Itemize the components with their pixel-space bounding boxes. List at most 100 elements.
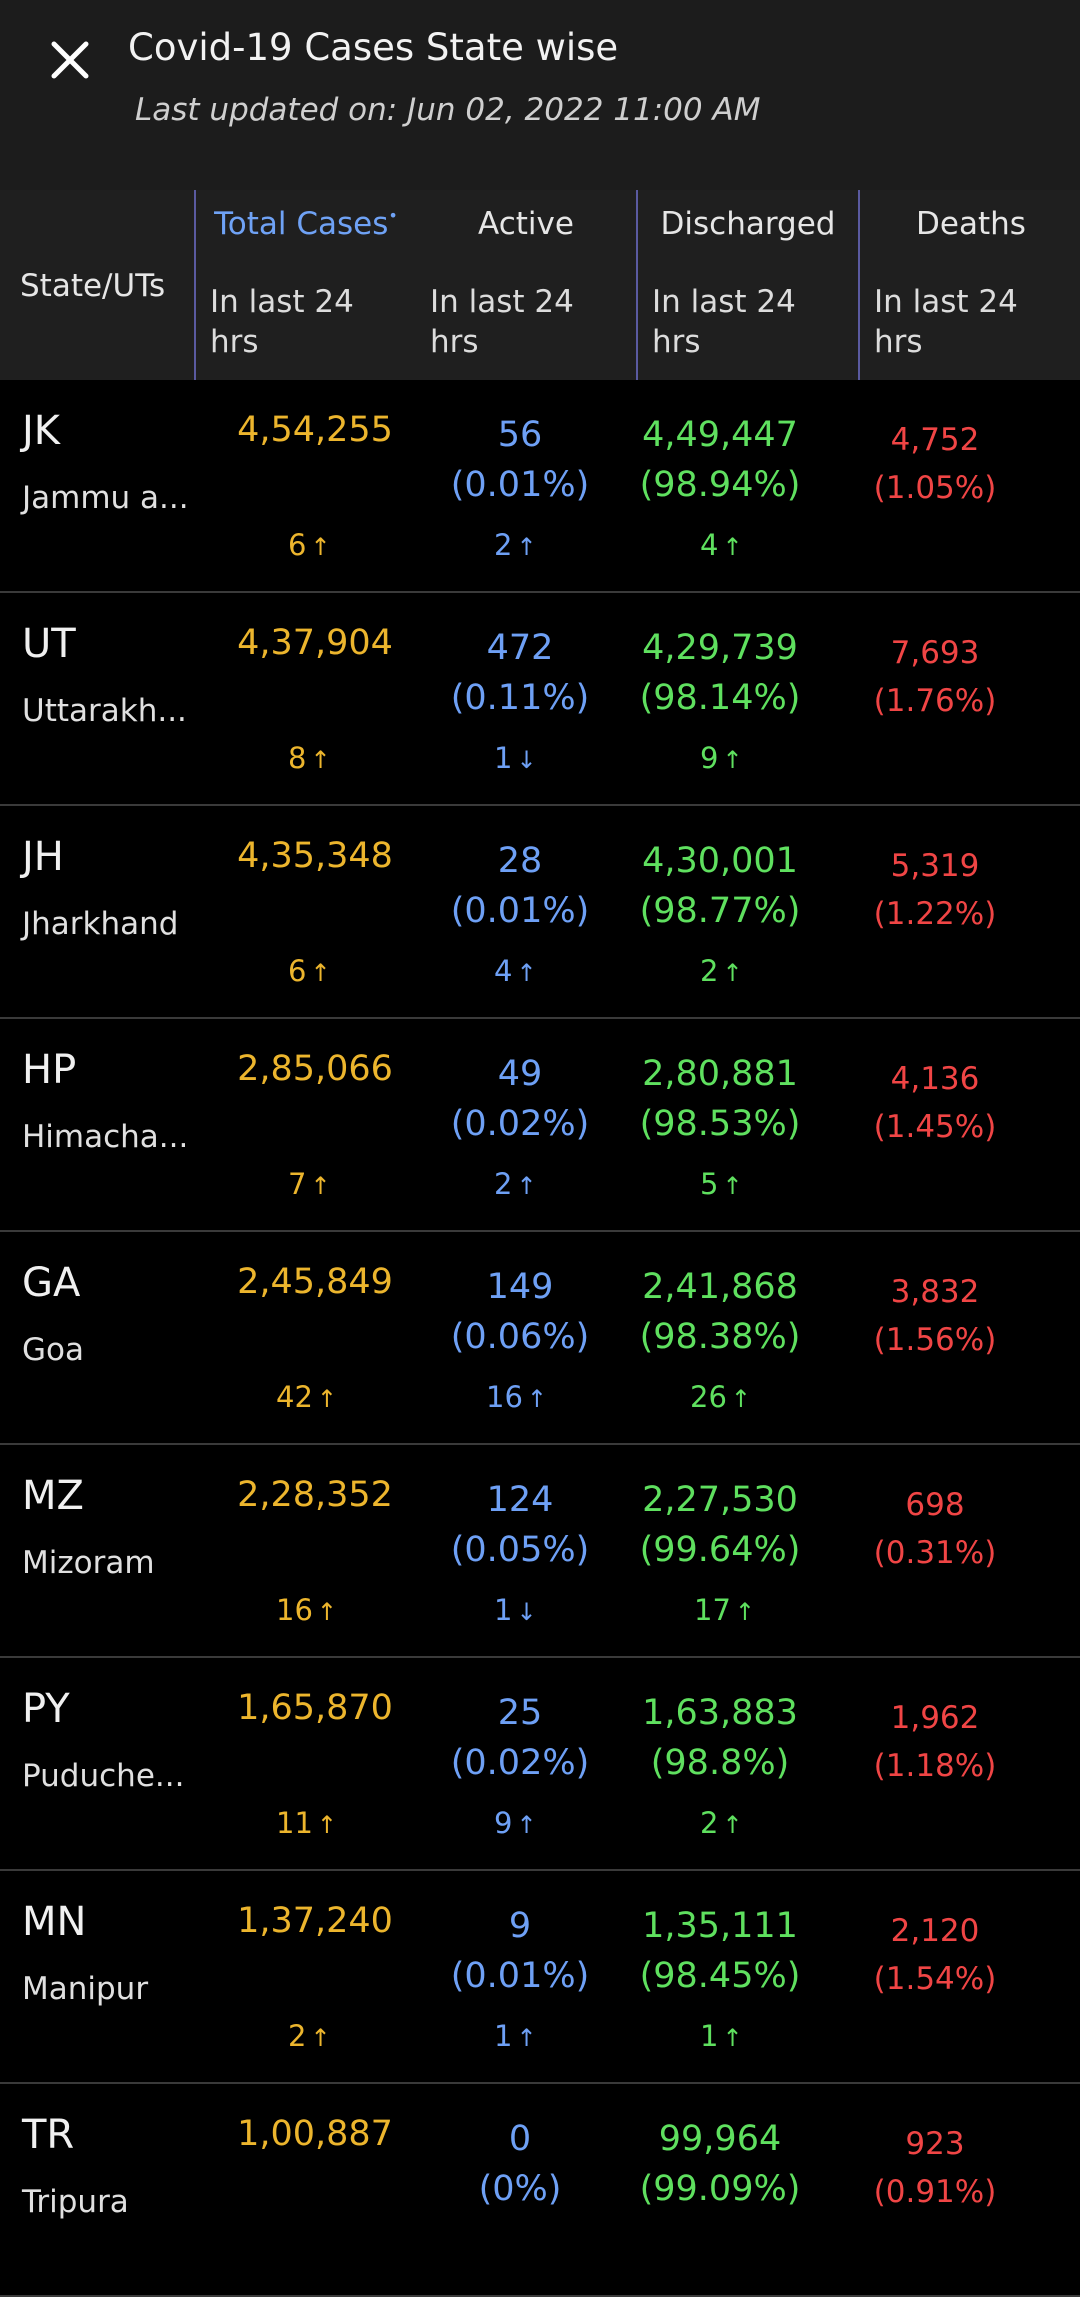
active-delta: 1 ↑ — [494, 2019, 537, 2053]
total-cases-value: 1,37,240 — [237, 1901, 393, 1941]
deaths-value: 4,752 (1.05%) — [873, 422, 997, 506]
trend-arrow-icon: ↓ — [516, 1598, 537, 1626]
trend-arrow-icon: ↑ — [722, 959, 743, 987]
table-row[interactable]: JK Jammu a... 4,54,255 56 (0.01%) 4,49,44… — [0, 380, 1080, 593]
table-row[interactable]: MZ Mizoram 2,28,352 124 (0.05%) 2,27,530(… — [0, 1445, 1080, 1658]
active-delta: 16 ↑ — [486, 1380, 548, 1414]
state-list[interactable]: JK Jammu a... 4,54,255 56 (0.01%) 4,49,44… — [0, 380, 1080, 2297]
last-updated-text: Last updated on: Jun 02, 2022 11:00 AM — [135, 92, 761, 128]
trend-arrow-icon: ↑ — [722, 746, 743, 774]
total-delta: 42 ↑ — [276, 1380, 338, 1414]
column-title-total: Total Cases — [214, 206, 389, 242]
state-code: GA — [22, 1260, 81, 1306]
trend-arrow-icon: ↑ — [526, 1385, 548, 1413]
total-delta: 6 ↑ — [288, 954, 331, 988]
trend-arrow-icon: ↑ — [516, 959, 537, 987]
state-name: Mizoram — [22, 1545, 155, 1581]
trend-arrow-icon: ↑ — [310, 746, 331, 774]
trend-arrow-icon: ↓ — [516, 746, 537, 774]
trend-arrow-icon: ↑ — [310, 533, 331, 561]
state-code: TR — [22, 2112, 75, 2158]
state-code: MN — [22, 1899, 87, 1945]
discharged-value: 4,30,001 (98.77%) — [639, 841, 801, 931]
trend-arrow-icon: ↑ — [316, 1811, 338, 1839]
trend-arrow-icon: ↑ — [310, 2024, 331, 2052]
active-value: 56 (0.01%) — [450, 415, 590, 505]
total-delta: 2 ↑ — [288, 2019, 331, 2053]
discharged-value: 4,29,739 (98.14%) — [639, 628, 801, 718]
column-header-deaths[interactable]: Deaths In last 24 hrs — [858, 190, 1080, 380]
state-name: Puduche... — [22, 1758, 185, 1794]
state-code: PY — [22, 1686, 70, 1732]
trend-arrow-icon: ↑ — [310, 1172, 331, 1200]
deaths-value: 2,120 (1.54%) — [873, 1913, 997, 1997]
total-cases-value: 2,45,849 — [237, 1262, 393, 1302]
trend-arrow-icon: ↑ — [730, 1385, 752, 1413]
active-delta: 4 ↑ — [494, 954, 537, 988]
column-header-state[interactable]: State/UTs — [20, 268, 166, 304]
column-header-active[interactable]: Active In last 24 hrs — [430, 206, 574, 360]
sort-indicator-icon: • — [388, 206, 398, 225]
active-value: 472 (0.11%) — [450, 628, 590, 718]
deaths-value: 698 (0.31%) — [873, 1487, 997, 1571]
state-code: HP — [22, 1047, 77, 1093]
total-delta: 16 ↑ — [276, 1593, 338, 1627]
deaths-value: 3,832 (1.56%) — [873, 1274, 997, 1358]
state-name: Tripura — [22, 2184, 129, 2220]
total-delta: 7 ↑ — [288, 1167, 331, 1201]
total-cases-value: 4,37,904 — [237, 623, 393, 663]
trend-arrow-icon: ↑ — [722, 1811, 743, 1839]
table-row[interactable]: TR Tripura 1,00,887 0 (0%) 99,964 (99.09%)… — [0, 2084, 1080, 2297]
discharged-value: 2,80,881 (98.53%) — [639, 1054, 801, 1144]
discharged-value: 99,964 (99.09%) — [639, 2119, 801, 2209]
discharged-delta: 4 ↑ — [700, 528, 743, 562]
table-row[interactable]: UT Uttarakh... 4,37,904 472 (0.11%) 4,29,… — [0, 593, 1080, 806]
state-name: Jammu a... — [22, 480, 189, 516]
table-row[interactable]: HP Himacha... 2,85,066 49 (0.02%) 2,80,88… — [0, 1019, 1080, 1232]
active-value: 25 (0.02%) — [450, 1693, 590, 1783]
trend-arrow-icon: ↑ — [722, 1172, 743, 1200]
table-row[interactable]: PY Puduche... 1,65,870 25 (0.02%) 1,63,88… — [0, 1658, 1080, 1871]
active-value: 124 (0.05%) — [450, 1480, 590, 1570]
page-title: Covid-19 Cases State wise — [128, 26, 619, 69]
close-icon[interactable] — [46, 36, 94, 84]
deaths-value: 1,962 (1.18%) — [873, 1700, 997, 1784]
active-value: 0 (0%) — [478, 2119, 562, 2209]
state-name: Uttarakh... — [22, 693, 187, 729]
trend-arrow-icon: ↑ — [734, 1598, 756, 1626]
deaths-value: 5,319 (1.22%) — [873, 848, 997, 932]
active-delta: 2 ↑ — [494, 528, 537, 562]
active-delta: 2 ↑ — [494, 1167, 537, 1201]
table-row[interactable]: JH Jharkhand 4,35,348 28 (0.01%) 4,30,001… — [0, 806, 1080, 1019]
column-header-discharged[interactable]: Discharged In last 24 hrs — [636, 190, 858, 380]
total-cases-value: 1,65,870 — [237, 1688, 393, 1728]
deaths-value: 4,136 (1.45%) — [873, 1061, 997, 1145]
active-delta: 1 ↓ — [494, 741, 537, 775]
active-value: 28 (0.01%) — [450, 841, 590, 931]
table-row[interactable]: GA Goa 2,45,849 149 (0.06%) 2,41,868 (98.3… — [0, 1232, 1080, 1445]
discharged-value: 2,41,868 (98.38%) — [639, 1267, 801, 1357]
discharged-delta: 9 ↑ — [700, 741, 743, 775]
active-value: 49 (0.02%) — [450, 1054, 590, 1144]
active-delta: 9 ↑ — [494, 1806, 537, 1840]
discharged-delta: 2 ↑ — [700, 954, 743, 988]
state-name: Jharkhand — [22, 906, 179, 942]
state-code: UT — [22, 621, 76, 667]
state-name: Manipur — [22, 1971, 149, 2007]
column-header-total-cases[interactable]: Total Cases• In last 24 hrs — [194, 190, 416, 380]
total-cases-value: 2,85,066 — [237, 1049, 393, 1089]
table-row[interactable]: MN Manipur 1,37,240 9 (0.01%) 1,35,111 (98… — [0, 1871, 1080, 2084]
total-delta: 8 ↑ — [288, 741, 331, 775]
discharged-delta: 5 ↑ — [700, 1167, 743, 1201]
active-delta: 1 ↓ — [494, 1593, 537, 1627]
total-cases-value: 4,54,255 — [237, 410, 393, 450]
total-cases-value: 1,00,887 — [237, 2114, 393, 2154]
total-delta: 11 ↑ — [276, 1806, 338, 1840]
deaths-value: 7,693 (1.76%) — [873, 635, 997, 719]
discharged-delta: 26 ↑ — [690, 1380, 752, 1414]
trend-arrow-icon: ↑ — [516, 533, 537, 561]
total-delta: 6 ↑ — [288, 528, 331, 562]
trend-arrow-icon: ↑ — [722, 533, 743, 561]
trend-arrow-icon: ↑ — [722, 2024, 743, 2052]
discharged-delta: 17 ↑ — [694, 1593, 756, 1627]
